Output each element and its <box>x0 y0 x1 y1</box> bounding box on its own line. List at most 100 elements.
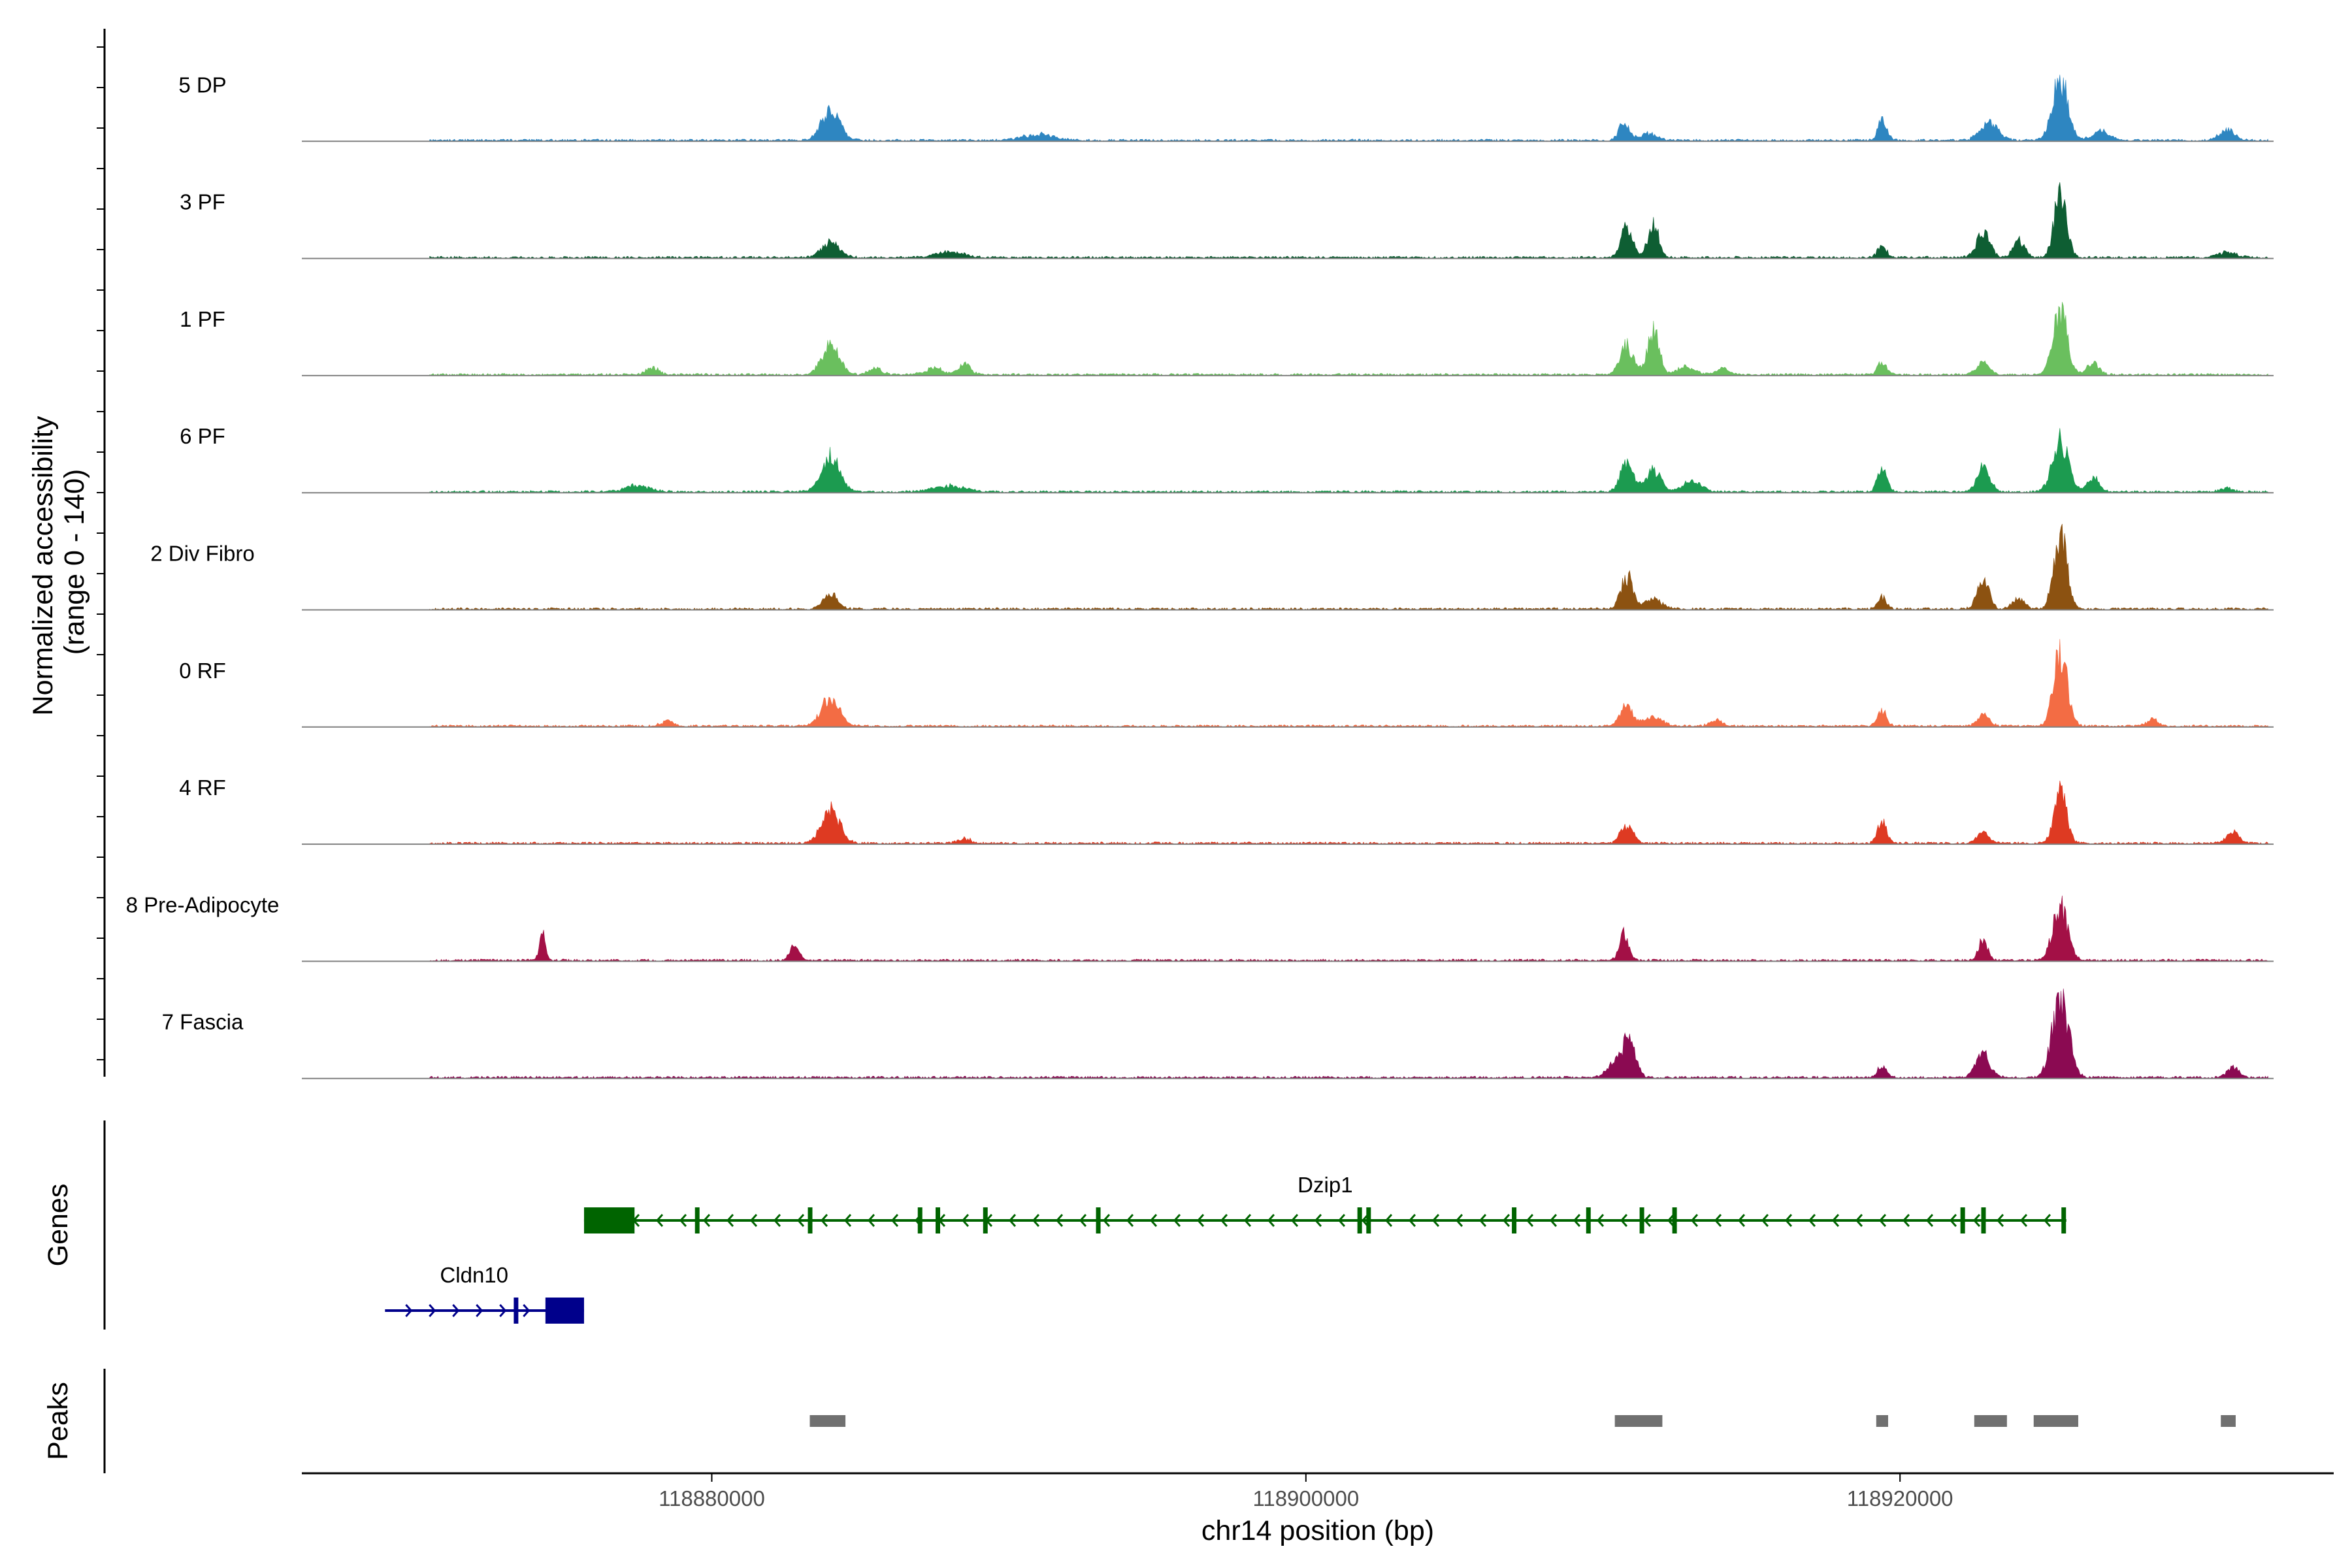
track-coverage-area <box>429 523 2269 611</box>
track-1-pf: 1 PF <box>180 302 2274 376</box>
x-axis-ticks: 118880000 118900000 118920000 <box>659 1473 1953 1511</box>
gene-exon <box>1366 1207 1371 1233</box>
track-2-div-fibro: 2 Div Fibro <box>150 523 2274 611</box>
track-coverage-area <box>429 988 2269 1079</box>
strand-arrow <box>1455 1214 1463 1227</box>
strand-arrow <box>1549 1214 1558 1227</box>
genes-panel: Dzip1 Cldn10 <box>385 1173 2066 1324</box>
strand-arrow <box>1573 1214 1581 1227</box>
peaks-panel <box>809 1415 2236 1427</box>
strand-arrow <box>499 1304 507 1317</box>
peak-region <box>809 1415 846 1427</box>
strand-arrow <box>1526 1214 1534 1227</box>
strand-arrow <box>1243 1214 1252 1227</box>
strand-arrow <box>702 1214 711 1227</box>
strand-arrow <box>405 1304 413 1317</box>
gene-exon <box>1981 1207 1986 1233</box>
strand-arrow <box>1126 1214 1134 1227</box>
strand-arrow <box>1196 1214 1205 1227</box>
strand-arrow <box>1737 1214 1746 1227</box>
track-label: 1 PF <box>180 307 225 331</box>
peak-region <box>1614 1415 1663 1427</box>
strand-arrow <box>843 1214 852 1227</box>
strand-arrow <box>961 1214 970 1227</box>
strand-arrow <box>1831 1214 1840 1227</box>
strand-arrow <box>429 1304 436 1317</box>
gene-exon <box>694 1207 700 1233</box>
gene-name-label: Dzip1 <box>1298 1173 1352 1197</box>
x-tick-label: 118900000 <box>1252 1486 1359 1511</box>
track-coverage-area <box>429 639 2269 728</box>
strand-arrow <box>1478 1214 1487 1227</box>
track-coverage-area <box>429 895 2269 962</box>
gene-exon <box>1639 1207 1644 1233</box>
gene-exon <box>1096 1207 1101 1233</box>
track-5-dp: 5 DP <box>178 73 2274 142</box>
track-coverage-area <box>429 302 2269 376</box>
strand-arrow <box>867 1214 875 1227</box>
track-label: 7 Fascia <box>162 1010 244 1034</box>
strand-arrow <box>452 1304 460 1317</box>
gene-exon <box>808 1207 813 1233</box>
strand-arrow <box>1431 1214 1440 1227</box>
gene-exon <box>1586 1207 1591 1233</box>
track-label: 2 Div Fibro <box>150 542 255 566</box>
strand-arrow <box>890 1214 899 1227</box>
coverage-y-ticks <box>97 46 105 1060</box>
peaks-panel-label: Peaks <box>42 1382 74 1460</box>
track-label: 8 Pre-Adipocyte <box>126 892 280 917</box>
strand-arrow <box>1267 1214 1275 1227</box>
strand-arrow <box>796 1214 805 1227</box>
gene-exon <box>2061 1207 2066 1233</box>
strand-arrow <box>1384 1214 1393 1227</box>
gene-exon <box>514 1298 519 1324</box>
strand-arrow <box>1337 1214 1346 1227</box>
strand-arrow <box>749 1214 758 1227</box>
genes-panel-label: Genes <box>42 1184 74 1267</box>
track-label: 5 DP <box>178 73 226 97</box>
peak-region <box>2033 1415 2078 1427</box>
track-coverage-area <box>429 74 2269 142</box>
track-7-fascia: 7 Fascia <box>162 988 2274 1079</box>
strand-arrow <box>1102 1214 1111 1227</box>
strand-arrow <box>1596 1214 1605 1227</box>
track-0-rf: 0 RF <box>179 639 2274 728</box>
coverage-panel: 5 DP 3 PF 1 PF 6 PF 2 Div Fibro 0 RF 4 RF 8 Pre… <box>126 73 2274 1079</box>
strand-arrow <box>773 1214 781 1227</box>
strand-arrow <box>1643 1214 1652 1227</box>
track-label: 0 RF <box>179 659 226 683</box>
strand-arrow <box>1008 1214 1017 1227</box>
gene-exon <box>983 1207 988 1233</box>
track-8-pre-adipocyte: 8 Pre-Adipocyte <box>126 892 2274 962</box>
strand-arrow <box>1878 1214 1887 1227</box>
strand-arrow <box>2019 1214 2028 1227</box>
strand-arrow <box>1149 1214 1158 1227</box>
track-label: 6 PF <box>180 424 225 448</box>
gene-exon <box>1672 1207 1677 1233</box>
strand-arrow <box>1808 1214 1816 1227</box>
x-axis-title: chr14 position (bp) <box>1201 1515 1434 1546</box>
strand-arrow <box>1408 1214 1416 1227</box>
y-axis-title-line2: (range 0 - 140) <box>59 469 90 655</box>
y-axis-title: Normalized accessibility (range 0 - 140) <box>27 408 90 716</box>
gene-dzip1: Dzip1 <box>583 1173 2066 1233</box>
strand-arrow <box>1502 1214 1511 1227</box>
gene-exon <box>917 1207 923 1233</box>
strand-arrow <box>1361 1214 1369 1227</box>
track-label: 3 PF <box>180 190 225 214</box>
gene-name-label: Cldn10 <box>440 1263 508 1287</box>
strand-arrow <box>655 1214 664 1227</box>
strand-arrow <box>523 1304 531 1317</box>
strand-arrow <box>1220 1214 1228 1227</box>
strand-arrow <box>1996 1214 2004 1227</box>
track-3-pf: 3 PF <box>180 182 2274 259</box>
gene-exon <box>1960 1207 1965 1233</box>
strand-arrow <box>1949 1214 1957 1227</box>
strand-arrow <box>1667 1214 1675 1227</box>
gene-exon <box>1512 1207 1517 1233</box>
strand-arrow <box>1761 1214 1769 1227</box>
strand-arrow <box>2043 1214 2051 1227</box>
strand-arrow <box>1290 1214 1299 1227</box>
strand-arrow <box>820 1214 828 1227</box>
track-4-rf: 4 RF <box>179 776 2274 845</box>
